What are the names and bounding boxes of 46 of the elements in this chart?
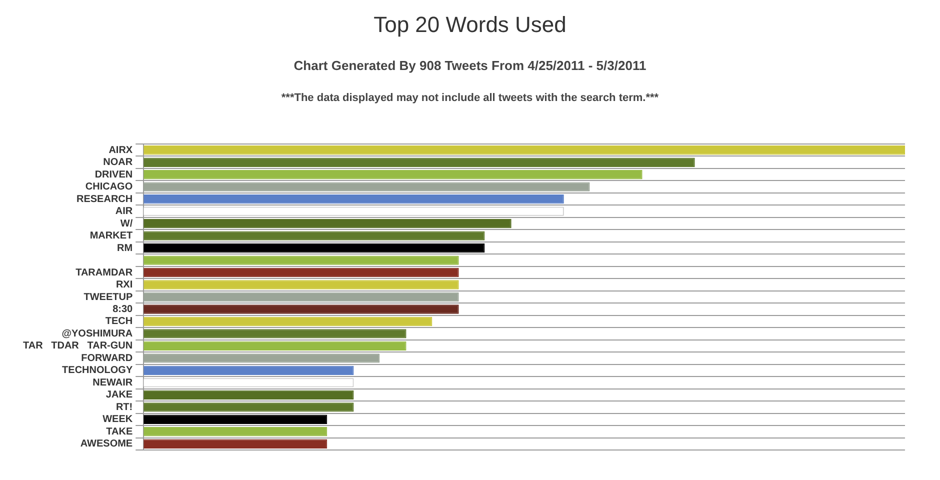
- bar: [144, 243, 485, 253]
- y-tick-label: W/: [120, 218, 133, 230]
- bar: [144, 341, 406, 351]
- y-tick-label: WEEK: [102, 414, 134, 426]
- y-tick-label: AIR: [115, 206, 134, 218]
- bar: [144, 218, 512, 228]
- y-tick-label: FORWARD: [81, 352, 133, 364]
- bar: [144, 316, 432, 326]
- bar: [144, 170, 642, 180]
- bar: [144, 427, 328, 436]
- y-tick-label: NOAR: [103, 157, 134, 168]
- y-tick-label: RESEARCH: [76, 194, 133, 205]
- bar: [144, 256, 459, 265]
- bar: [144, 194, 564, 204]
- y-tick-label: TECHNOLOGY: [62, 365, 133, 376]
- bar: [144, 268, 459, 278]
- bar: [144, 414, 328, 424]
- y-tick-label: TAR TDAR TAR-GUN: [22, 340, 133, 352]
- bar: [144, 366, 354, 376]
- bar: [144, 329, 406, 338]
- chart-title: Top 20 Words Used: [372, 12, 568, 38]
- y-tick-label: JAKE: [106, 390, 133, 401]
- bar: [144, 390, 354, 400]
- y-tick-label: AIRX: [108, 144, 133, 156]
- bar: [144, 304, 459, 314]
- y-tick-label: TARAMDAR: [76, 267, 134, 278]
- chart-subtitle: Chart Generated By 908 Tweets From 4/25/2011 - 5/3/2011: [292, 58, 648, 73]
- y-tick-label: 8:30: [112, 304, 134, 315]
- y-tick-label: RM: [117, 242, 133, 254]
- y-tick-label: DRIVEN: [94, 169, 133, 180]
- y-tick-label: RXI: [116, 280, 133, 291]
- text: ***The data displayed may not include all tweets with the search term.***: [280, 92, 660, 104]
- bar: [144, 402, 354, 412]
- bar: [144, 280, 459, 290]
- y-tick-label: AWESOME: [80, 438, 133, 450]
- y-tick-label: TWEETUP: [84, 292, 133, 303]
- y-tick-label: NEWAIR: [92, 377, 134, 388]
- y-tick-label: @YOSHIMURA: [62, 328, 133, 340]
- bar: [144, 158, 695, 167]
- y-tick-label: RT!: [116, 402, 133, 413]
- y-tick-label: CHICAGO: [85, 182, 133, 193]
- bar: [144, 231, 485, 240]
- y-tick-label: TAKE: [106, 426, 133, 438]
- y-tick-label: TECH: [105, 316, 133, 328]
- bar: [144, 439, 328, 448]
- y-tick-label: MARKET: [90, 230, 133, 242]
